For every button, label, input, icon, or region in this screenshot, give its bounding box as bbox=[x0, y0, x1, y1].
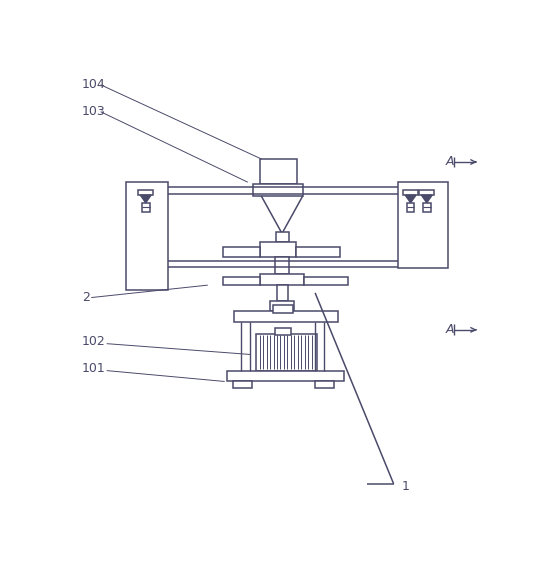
Bar bbox=[234, 311, 338, 322]
Polygon shape bbox=[405, 195, 416, 203]
Bar bbox=[275, 328, 291, 335]
Bar bbox=[273, 305, 293, 313]
Bar bbox=[261, 159, 296, 184]
Polygon shape bbox=[422, 195, 432, 203]
Bar bbox=[315, 380, 333, 388]
Text: 2: 2 bbox=[82, 291, 90, 304]
Text: 104: 104 bbox=[82, 78, 106, 91]
Text: 102: 102 bbox=[82, 335, 106, 348]
Bar bbox=[138, 190, 153, 195]
Bar bbox=[403, 190, 418, 195]
Text: 103: 103 bbox=[82, 105, 106, 119]
Bar bbox=[296, 247, 340, 257]
Bar bbox=[223, 277, 260, 285]
Bar bbox=[277, 285, 288, 301]
Bar bbox=[253, 184, 303, 196]
Bar bbox=[275, 257, 289, 274]
Bar bbox=[271, 301, 294, 311]
Bar bbox=[397, 182, 447, 268]
Bar bbox=[261, 242, 296, 257]
Bar bbox=[276, 232, 289, 242]
Bar bbox=[260, 274, 304, 285]
Bar bbox=[304, 277, 348, 285]
Bar bbox=[419, 190, 434, 195]
Text: 101: 101 bbox=[82, 362, 106, 375]
Polygon shape bbox=[141, 195, 151, 203]
Bar bbox=[142, 203, 149, 212]
Bar bbox=[223, 247, 261, 257]
Bar bbox=[256, 334, 317, 371]
Bar bbox=[407, 203, 414, 212]
Text: A: A bbox=[446, 323, 455, 336]
Text: 1: 1 bbox=[401, 480, 409, 493]
Bar bbox=[423, 203, 431, 212]
Text: A: A bbox=[446, 155, 455, 168]
Bar bbox=[228, 371, 344, 380]
Bar bbox=[126, 182, 168, 290]
Bar bbox=[234, 380, 252, 388]
